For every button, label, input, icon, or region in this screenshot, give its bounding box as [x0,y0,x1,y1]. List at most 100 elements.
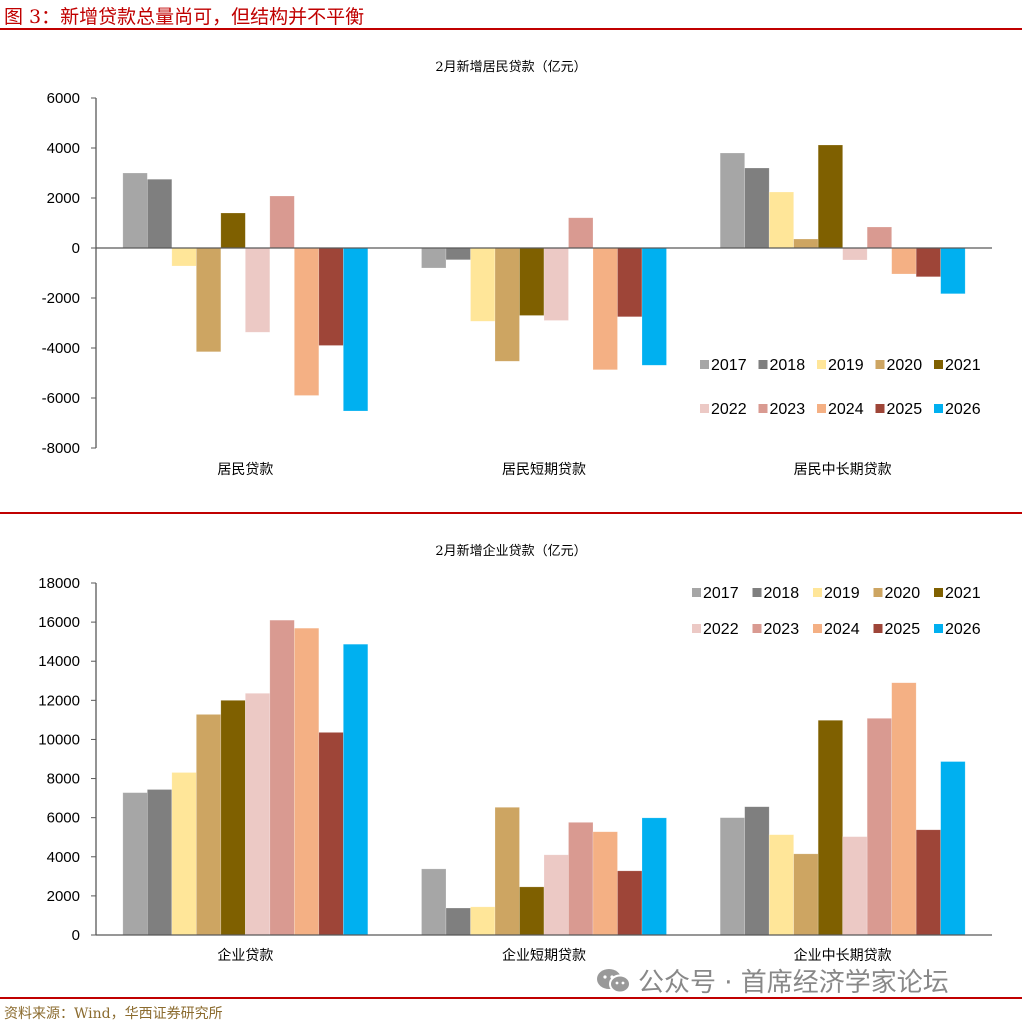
category-label: 居民贷款 [217,462,273,478]
y-tick-label: 0 [72,927,80,944]
bar-2021-3 [817,144,843,249]
bar-2025-2 [617,247,643,318]
legend-swatch [692,588,701,597]
y-tick-label: 6000 [47,90,80,107]
legend-item-2020: 2020 [875,357,922,374]
bar-2024-2 [592,831,618,936]
bar-2020-2 [494,247,520,362]
bar-2021-3 [817,719,843,936]
watermark: 公众号 · 首席经济学家论坛 [596,962,949,999]
legend-label: 2026 [945,621,981,638]
legend-item-2021: 2021 [934,357,981,374]
legend-item-2018: 2018 [752,585,800,602]
bar-2021-1 [220,212,246,249]
bar-2020-1 [196,247,222,353]
bar-2019-2 [470,247,496,322]
legend-swatch [700,360,709,369]
legend-swatch [934,360,943,369]
legend-item-2024: 2024 [813,621,860,638]
legend-label: 2021 [945,357,981,374]
legend-label: 2019 [824,585,860,602]
legend-label: 2023 [764,621,800,638]
legend-swatch [817,404,826,413]
legend-swatch [817,360,826,369]
y-tick-label: 16000 [38,614,80,631]
legend-swatch [752,588,762,597]
legend-label: 2019 [828,357,864,374]
legend-item-2018: 2018 [758,357,805,374]
bar-2025-3 [915,247,941,278]
bar-2026-2 [641,247,667,366]
bar-2022-2 [543,854,569,936]
bar-2018-1 [147,178,173,249]
legend-item-2025: 2025 [875,401,923,418]
bar-2021-1 [220,700,246,936]
legend-swatch [873,624,883,633]
watermark-text: 公众号 · 首席经济学家论坛 [638,968,949,998]
bar-2026-2 [641,817,667,936]
legend-item-2017: 2017 [700,357,747,374]
y-tick-label: -8000 [42,440,80,457]
legend-item-2026: 2026 [934,621,981,638]
legend-item-2019: 2019 [813,585,860,602]
bar-2024-3 [891,247,917,275]
legend-item-2021: 2021 [934,585,981,602]
bar-2024-3 [891,682,917,936]
bar-2019-2 [470,906,496,936]
bar-2023-2 [568,822,594,936]
legend-item-2025: 2025 [873,621,920,638]
y-tick-label: 2000 [47,888,80,905]
bar-2019-3 [768,834,794,936]
bar-2026-3 [940,247,966,295]
bar-2024-2 [592,247,618,371]
legend-label: 2022 [711,401,747,418]
bar-2019-1 [171,247,197,267]
middle-rule [0,512,1022,514]
legend-label: 2024 [824,621,860,638]
legend-label: 2025 [887,401,923,418]
top-rule [0,28,1022,30]
bar-2022-3 [842,836,868,936]
wechat-icon [596,967,632,995]
legend-label: 2026 [945,401,981,418]
legend-label: 2020 [885,585,921,602]
bar-2017-3 [719,817,745,936]
y-tick-label: 6000 [47,810,80,827]
legend-item-2023: 2023 [752,621,800,638]
bar-2020-2 [494,807,520,936]
chart-corporate-loans: 18000 16000 14000 12000 10000 8000 6000 4000 200… [38,575,992,964]
legend-item-2019: 2019 [817,357,864,374]
legend-label: 2022 [703,621,739,638]
legend-label: 2017 [703,585,739,602]
source-note: 资料来源：Wind，华西证券研究所 [4,1006,223,1022]
bar-2023-3 [866,718,892,936]
legend-item-2023: 2023 [758,401,805,418]
legend-item-2022: 2022 [700,401,747,418]
y-tick-label: -2000 [42,290,80,307]
y-tick-label: 2000 [47,190,80,207]
y-tick-label: -6000 [42,390,80,407]
legend-swatch [758,404,768,413]
bar-2018-1 [147,789,173,936]
legend-item-2024: 2024 [817,401,864,418]
bar-2025-1 [318,732,344,936]
category-label: 企业贷款 [217,947,273,964]
category-label: 居民中长期贷款 [794,462,892,478]
bar-2020-3 [793,853,819,936]
legend-swatch [934,404,943,413]
legend-swatch [758,360,768,369]
bar-2025-1 [318,247,344,346]
bar-2024-1 [294,247,320,396]
category-label: 居民短期贷款 [502,462,586,478]
bar-2026-1 [343,247,369,412]
bar-2022-1 [245,247,271,333]
legend-label: 2017 [711,357,747,374]
legend-label: 2021 [945,585,981,602]
bar-2018-3 [744,167,770,249]
category-label: 企业短期贷款 [502,947,586,964]
chart-title-corporate: 2月新增企业贷款（亿元） [435,544,587,559]
bar-2017-3 [719,152,745,249]
legend-label: 2018 [764,585,800,602]
legend-item-2020: 2020 [873,585,921,602]
bar-2026-3 [940,761,966,936]
